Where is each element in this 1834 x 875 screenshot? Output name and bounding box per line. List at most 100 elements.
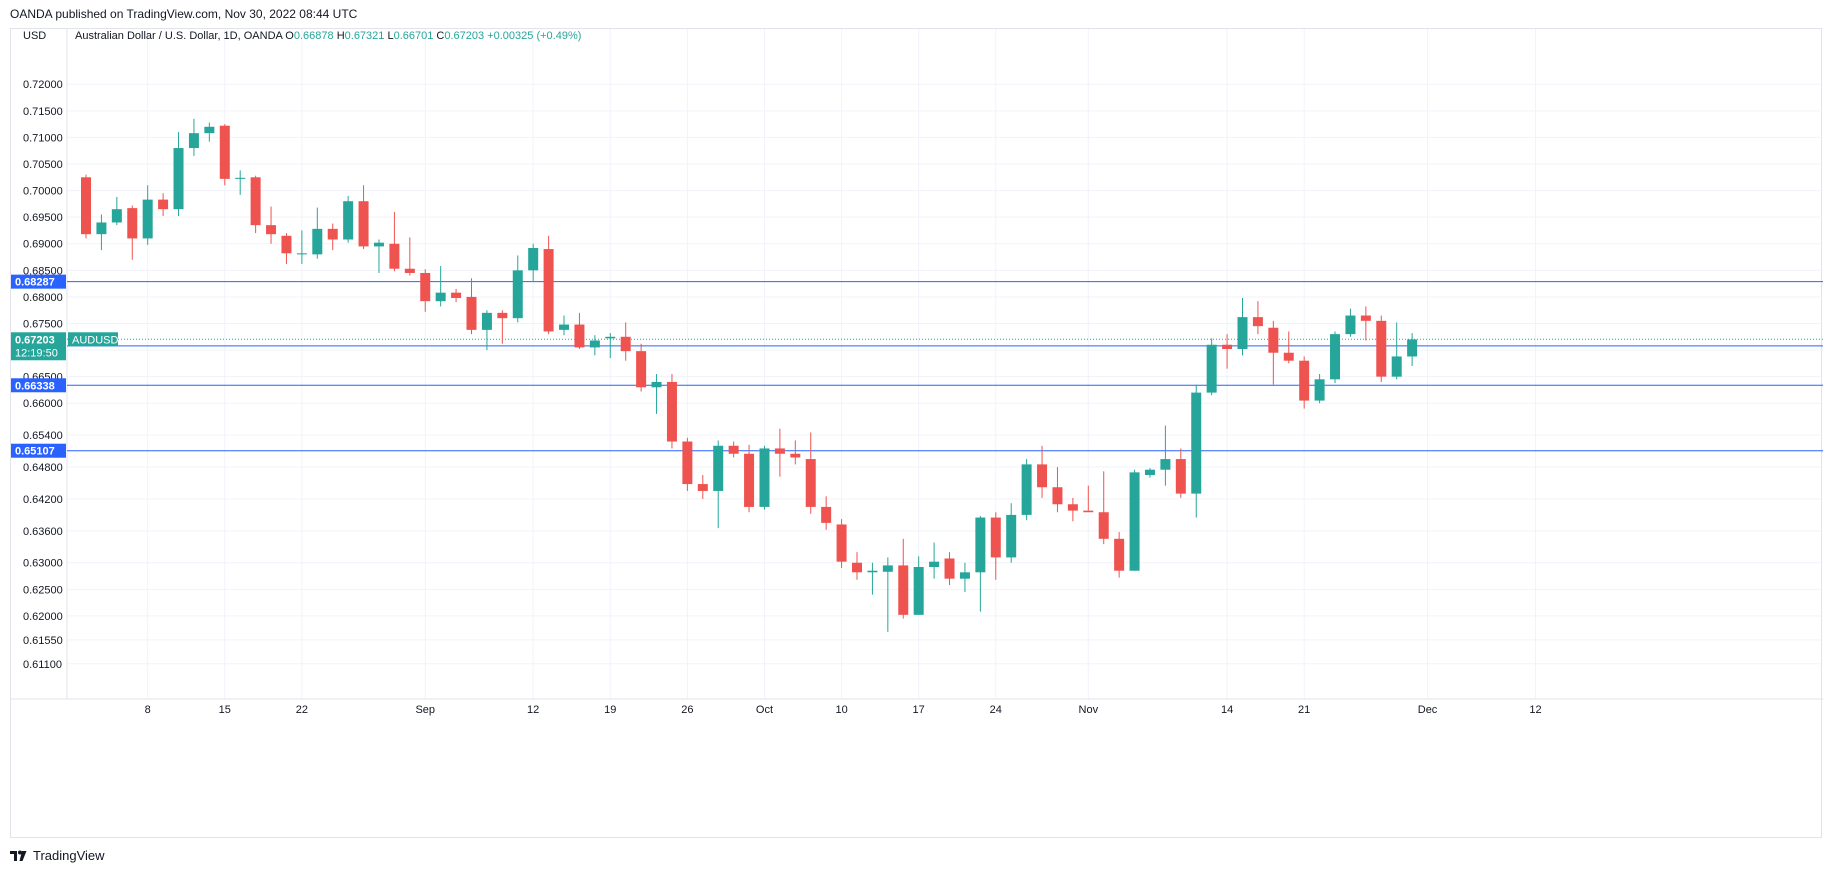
- level-price-tag: [11, 378, 66, 393]
- candle-body[interactable]: [821, 506, 832, 523]
- candle-body[interactable]: [1083, 510, 1094, 513]
- candle-body[interactable]: [1021, 464, 1032, 515]
- candle-body[interactable]: [1299, 360, 1310, 401]
- candle-body[interactable]: [235, 177, 246, 179]
- candle-body[interactable]: [173, 148, 184, 210]
- candle-body[interactable]: [790, 453, 801, 458]
- candle-body[interactable]: [481, 312, 492, 330]
- candle-body[interactable]: [975, 517, 986, 573]
- chart-frame[interactable]: 0.72000 0.71500 0.71000 0.70500 0.70000 0.695…: [10, 28, 1823, 839]
- candle-body[interactable]: [836, 524, 847, 562]
- candle-body[interactable]: [1160, 459, 1171, 470]
- candle-body[interactable]: [142, 199, 153, 239]
- candle-body[interactable]: [1206, 344, 1217, 393]
- candle-body[interactable]: [913, 566, 924, 615]
- y-tick-label: 0.63000: [23, 558, 63, 570]
- candle-body[interactable]: [188, 133, 199, 149]
- last-price-tag: [11, 332, 66, 361]
- candle-body[interactable]: [127, 208, 138, 239]
- candle-body[interactable]: [1006, 514, 1017, 558]
- candle-body[interactable]: [404, 268, 415, 273]
- candle-body[interactable]: [1330, 334, 1341, 380]
- candle-body[interactable]: [1114, 538, 1125, 571]
- candle-body[interactable]: [219, 125, 230, 179]
- candle-body[interactable]: [1376, 320, 1387, 377]
- candle-body[interactable]: [358, 201, 369, 247]
- candle-body[interactable]: [1144, 469, 1155, 476]
- candle-body[interactable]: [1407, 339, 1418, 357]
- candle-body[interactable]: [1052, 487, 1063, 505]
- candle-body[interactable]: [990, 517, 1001, 558]
- y-tick-label: 0.70500: [23, 159, 63, 171]
- candle-body[interactable]: [620, 336, 631, 352]
- candle-body[interactable]: [1391, 356, 1402, 377]
- candle-body[interactable]: [713, 445, 724, 491]
- candle-body[interactable]: [852, 562, 862, 573]
- x-tick-label: 26: [681, 704, 693, 716]
- candle-body[interactable]: [697, 484, 708, 491]
- candle-body[interactable]: [96, 222, 107, 235]
- candle-body[interactable]: [497, 312, 508, 319]
- y-tick-label: 0.62000: [23, 611, 63, 623]
- candle-body[interactable]: [1252, 317, 1263, 327]
- candle-body[interactable]: [543, 249, 554, 332]
- candle-body[interactable]: [250, 177, 261, 226]
- candle-body[interactable]: [1237, 317, 1248, 350]
- candle-body[interactable]: [1098, 512, 1109, 539]
- candle-body[interactable]: [528, 247, 539, 271]
- candle-body[interactable]: [882, 565, 893, 572]
- candle-body[interactable]: [929, 561, 940, 567]
- candle-body[interactable]: [389, 243, 400, 269]
- candle-body[interactable]: [574, 324, 585, 348]
- candle-body[interactable]: [204, 126, 215, 134]
- candle-body[interactable]: [466, 296, 477, 330]
- candle-body[interactable]: [1129, 472, 1140, 571]
- candle-body[interactable]: [158, 199, 169, 210]
- candle-body[interactable]: [805, 459, 816, 507]
- footer-brand[interactable]: TradingView: [10, 848, 105, 863]
- candle-body[interactable]: [651, 381, 662, 388]
- candle-body[interactable]: [1175, 459, 1186, 494]
- candle-body[interactable]: [281, 235, 292, 254]
- candlestick-chart[interactable]: 0.72000 0.71500 0.71000 0.70500 0.70000 0.695…: [11, 29, 1823, 839]
- candle-body[interactable]: [1268, 327, 1279, 353]
- candle-body[interactable]: [867, 570, 878, 573]
- candle-body[interactable]: [666, 381, 677, 442]
- candle-body[interactable]: [343, 201, 354, 240]
- candle-body[interactable]: [759, 448, 770, 507]
- candle-body[interactable]: [420, 272, 431, 302]
- candle-body[interactable]: [559, 324, 570, 330]
- candle-body[interactable]: [898, 565, 909, 615]
- candle-body[interactable]: [589, 340, 600, 348]
- candle-body[interactable]: [959, 572, 970, 579]
- candle-body[interactable]: [1314, 379, 1325, 401]
- candle-body[interactable]: [312, 228, 323, 255]
- candle-body[interactable]: [296, 253, 307, 255]
- y-tick-label: 0.68500: [23, 265, 63, 277]
- candle-body[interactable]: [111, 209, 122, 223]
- y-tick-label: 0.71500: [23, 106, 63, 118]
- candle-body[interactable]: [1345, 315, 1356, 335]
- candle-body[interactable]: [1283, 352, 1294, 361]
- level-price-tag: [11, 274, 66, 289]
- candle-body[interactable]: [512, 270, 523, 319]
- candle-body[interactable]: [435, 292, 446, 302]
- candle-body[interactable]: [451, 292, 462, 298]
- candle-body[interactable]: [1191, 392, 1202, 494]
- candle-body[interactable]: [944, 558, 955, 579]
- x-tick-label: Dec: [1418, 704, 1438, 716]
- candle-body[interactable]: [636, 351, 647, 388]
- candle-body[interactable]: [1222, 344, 1233, 350]
- candle-body[interactable]: [266, 225, 277, 235]
- candle-body[interactable]: [1360, 315, 1371, 321]
- candle-body[interactable]: [774, 448, 785, 454]
- candle-body[interactable]: [1037, 464, 1048, 488]
- candle-body[interactable]: [327, 228, 338, 240]
- candle-body[interactable]: [373, 242, 384, 247]
- candle-body[interactable]: [744, 453, 755, 507]
- candle-body[interactable]: [728, 445, 739, 454]
- candle-body[interactable]: [605, 336, 616, 339]
- candle-body[interactable]: [81, 177, 91, 235]
- candle-body[interactable]: [682, 441, 693, 485]
- candle-body[interactable]: [1067, 504, 1078, 511]
